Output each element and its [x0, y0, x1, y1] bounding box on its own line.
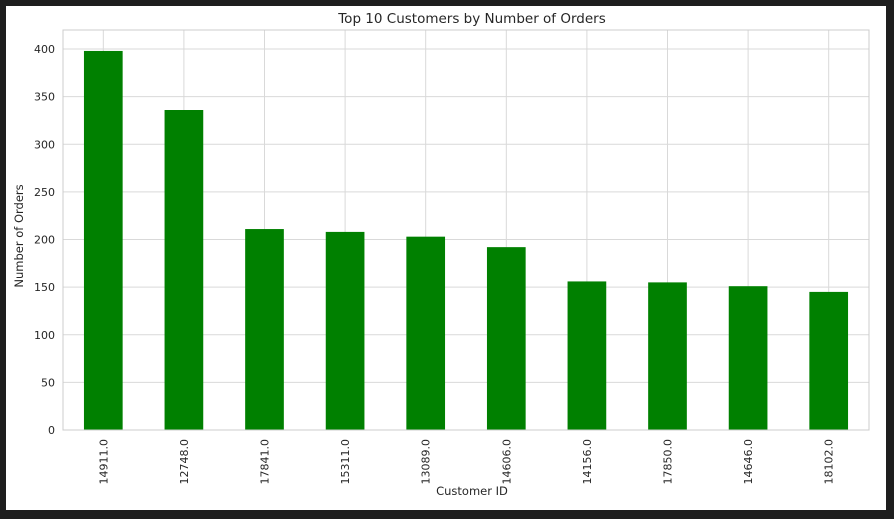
- bar-14606.0: [486, 247, 526, 430]
- y-tick-label: 100: [34, 329, 55, 342]
- y-axis-label: Number of Orders: [12, 184, 26, 287]
- x-tick-label: 13089.0: [420, 439, 433, 485]
- x-tick-label: 12748.0: [178, 439, 191, 485]
- chart-title: Top 10 Customers by Number of Orders: [337, 11, 606, 27]
- x-tick-label: 17850.0: [662, 439, 675, 485]
- y-tick-label: 400: [34, 43, 55, 56]
- x-tick-label: 15311.0: [339, 439, 352, 485]
- x-tick-label: 18102.0: [823, 439, 836, 485]
- x-tick-label: 14646.0: [742, 439, 755, 485]
- x-axis-label: Customer ID: [436, 484, 508, 498]
- plot-area-border: [62, 29, 870, 431]
- bar-14646.0: [728, 286, 768, 430]
- chart-figure: Top 10 Customers by Number of Orders 0 50…: [6, 6, 886, 510]
- x-tick-label: 14911.0: [97, 439, 110, 485]
- x-tick-label: 14606.0: [500, 439, 513, 485]
- y-axis-tick-labels: 0 50 100 150 200 250 300 350 400: [34, 43, 55, 437]
- x-axis-tick-labels: 14911.0 12748.0 17841.0 15311.0 13089.0 14606…: [97, 439, 835, 485]
- bar-14911.0: [83, 50, 123, 430]
- bar-15311.0: [325, 231, 365, 430]
- x-tick-label: 17841.0: [259, 439, 272, 485]
- y-tick-label: 300: [34, 138, 55, 151]
- x-tick-label: 14156.0: [581, 439, 594, 485]
- y-tick-label: 150: [34, 281, 55, 294]
- bar-12748.0: [164, 110, 204, 430]
- bar-17850.0: [648, 282, 687, 430]
- bars: [83, 50, 849, 430]
- y-tick-label: 250: [34, 186, 55, 199]
- y-tick-label: 50: [41, 376, 55, 389]
- y-tick-label: 350: [34, 91, 55, 104]
- bar-chart: Top 10 Customers by Number of Orders 0 50…: [12, 11, 870, 498]
- y-tick-label: 200: [34, 234, 55, 247]
- bar-17841.0: [245, 229, 284, 430]
- bar-18102.0: [809, 291, 849, 430]
- bar-14156.0: [567, 281, 607, 430]
- bar-13089.0: [406, 236, 446, 430]
- y-tick-label: 0: [48, 424, 55, 437]
